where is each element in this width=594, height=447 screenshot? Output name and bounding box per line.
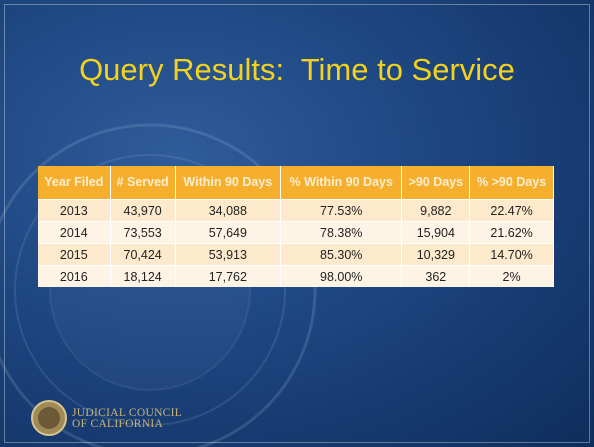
header-cell: Within 90 Days	[175, 166, 282, 200]
table-cell: 15,904	[401, 221, 471, 244]
table-cell: 18,124	[110, 265, 176, 287]
table-cell: 57,649	[175, 221, 282, 244]
table-cell: 73,553	[110, 221, 176, 244]
table-cell: 10,329	[401, 243, 471, 266]
table-cell: 2013	[38, 199, 111, 222]
table-row: 2016 18,124 17,762 98.00% 362 2%	[38, 265, 554, 287]
table-cell: 2016	[38, 265, 111, 287]
table-row: 2014 73,553 57,649 78.38% 15,904 21.62%	[38, 221, 554, 244]
footer-line: JUDICIAL COUNCIL	[72, 407, 183, 419]
table-cell: 22.47%	[469, 199, 554, 222]
header-cell: # Served	[110, 166, 176, 200]
results-table: Year Filed # Served Within 90 Days% Within…	[38, 166, 554, 287]
table-cell: 43,970	[110, 199, 176, 222]
slide-title: Query Results: Time to Service	[79, 52, 515, 87]
header-cell: % >90 Days	[469, 166, 554, 200]
table-cell: 34,088	[175, 199, 282, 222]
table-cell: 362	[401, 265, 471, 287]
table-cell: 2014	[38, 221, 111, 244]
header-cell: >90 Days	[401, 166, 471, 200]
header-row: Year Filed # Served Within 90 Days% Within…	[38, 166, 554, 200]
table-row: 2013 43,970 34,088 77.53% 9,882 22.47%	[38, 199, 554, 222]
table-cell: 2015	[38, 243, 111, 266]
header-cell: % Within 90 Days	[280, 166, 403, 200]
table-cell: 2%	[469, 265, 554, 287]
table-cell: 85.30%	[280, 243, 403, 266]
frame	[4, 4, 590, 443]
table-body: 2013 43,970 34,088 77.53% 9,882 22.47% 2014 73,…	[38, 199, 554, 287]
table-cell: 9,882	[401, 199, 471, 222]
table-cell: 17,762	[175, 265, 282, 287]
footer: JUDICIAL COUNCIL OF CALIFORNIA	[72, 407, 183, 430]
footer-line: OF CALIFORNIA	[72, 418, 164, 430]
table-cell: 14.70%	[469, 243, 554, 266]
table-cell: 21.62%	[469, 221, 554, 244]
table-cell: 77.53%	[280, 199, 403, 222]
header-cell: Year Filed	[38, 166, 111, 200]
table-row: 2015 70,424 53,913 85.30% 10,329 14.70%	[38, 243, 554, 266]
table-cell: 98.00%	[280, 265, 403, 287]
table-cell: 70,424	[110, 243, 176, 266]
logo	[31, 400, 67, 436]
table-cell: 78.38%	[280, 221, 403, 244]
table-cell: 53,913	[175, 243, 282, 266]
